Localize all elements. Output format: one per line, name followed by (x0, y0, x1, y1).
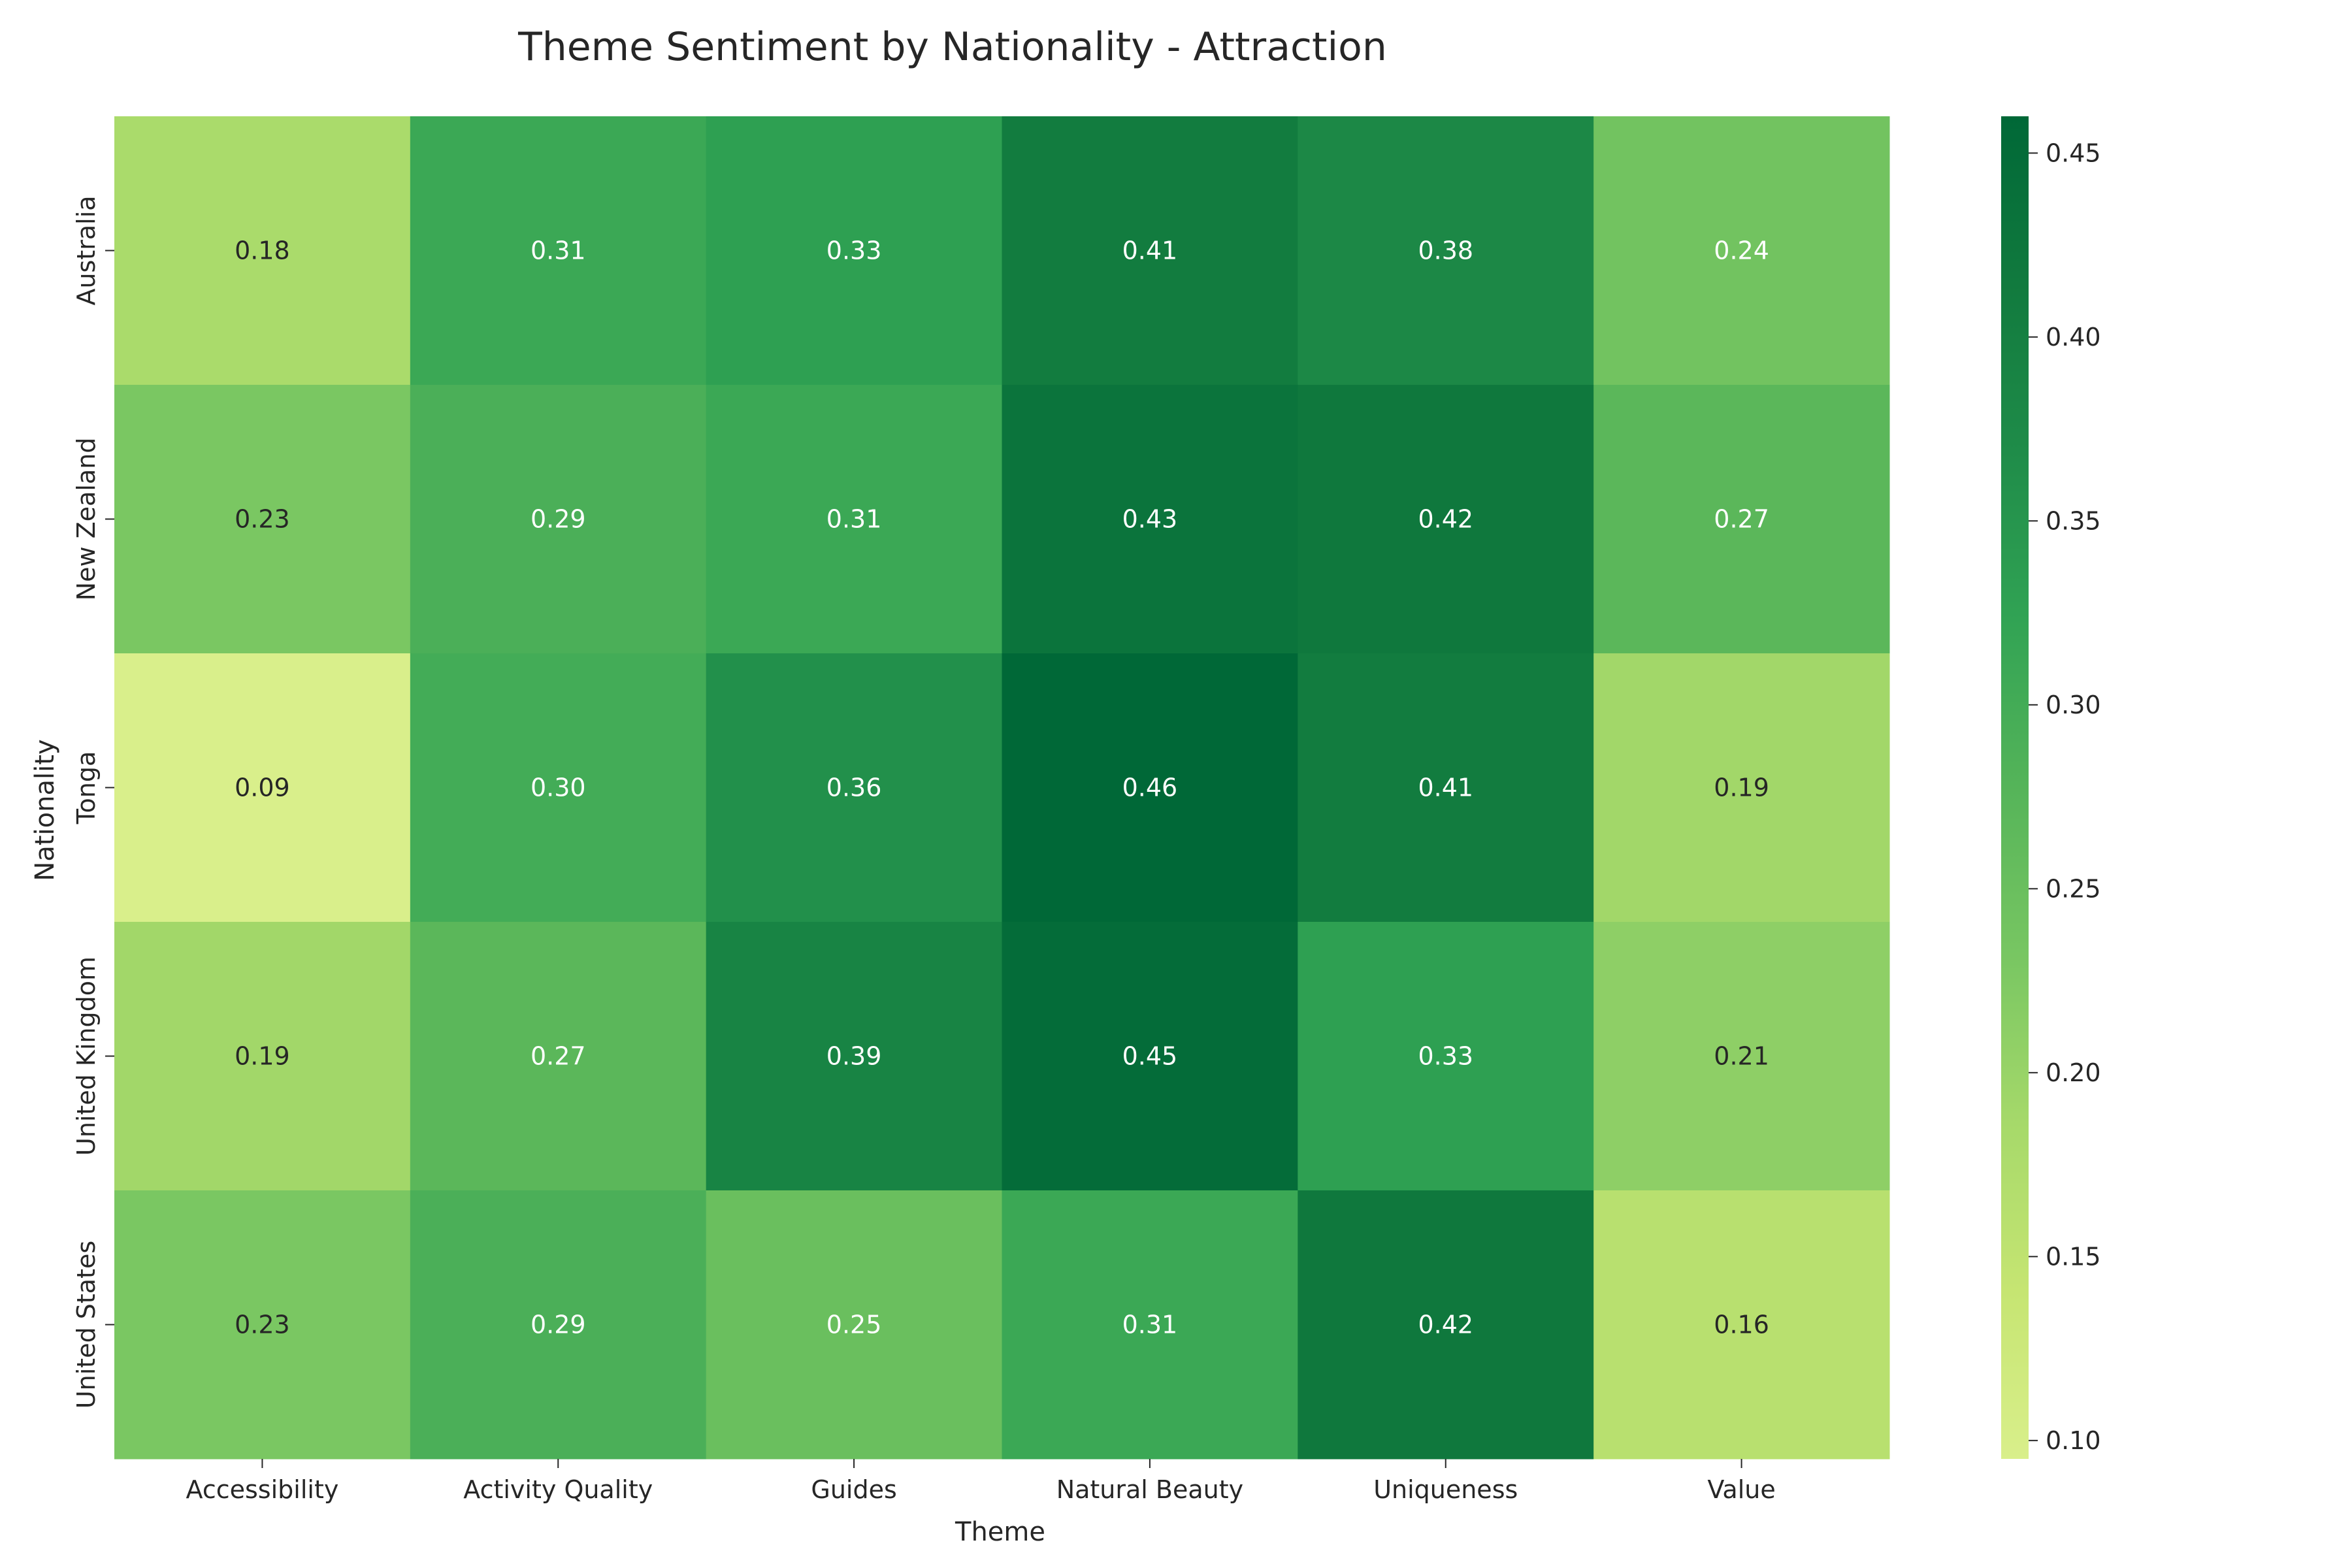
heatmap-cell (706, 1190, 1002, 1460)
heatmap-cell (1593, 385, 1890, 654)
heatmap-cell (114, 385, 411, 654)
heatmap-cell (1593, 922, 1890, 1191)
cell-value-label: 0.42 (1418, 505, 1473, 534)
cell-value-label: 0.21 (1714, 1042, 1769, 1071)
colorbar-tick-label: 0.40 (2046, 323, 2101, 351)
cell-value-label: 0.46 (1122, 774, 1178, 802)
heatmap-cell (1593, 653, 1890, 923)
cell-value-label: 0.45 (1122, 1042, 1178, 1071)
heatmap-cell (114, 922, 411, 1191)
heatmap-cell (114, 1190, 411, 1460)
cell-value-label: 0.30 (531, 774, 586, 802)
cell-value-label: 0.41 (1122, 237, 1178, 265)
heatmap-cell (1593, 116, 1890, 385)
cell-value-label: 0.39 (826, 1042, 882, 1071)
heatmap-cells: 0.18 0.31 0.33 0.41 0.38 0.24 0.23 0.29 0.31 0.43… (114, 116, 1890, 1460)
y-tick-label: Australia (72, 195, 101, 305)
x-axis-label: Theme (955, 1517, 1045, 1547)
heatmap-cell (1002, 116, 1298, 385)
heatmap-cell (1002, 653, 1298, 923)
cell-value-label: 0.31 (531, 237, 586, 265)
cell-value-label: 0.31 (1122, 1311, 1178, 1339)
cell-value-label: 0.29 (531, 505, 586, 534)
cell-value-label: 0.43 (1122, 505, 1178, 534)
chart-title: Theme Sentiment by Nationality - Attract… (517, 24, 1387, 70)
x-axis-ticks: Accessibility Activity Quality Guides Natur… (186, 1459, 1776, 1504)
colorbar-tick-label: 0.10 (2046, 1426, 2101, 1455)
x-tick-label: Value (1707, 1475, 1775, 1504)
y-tick-label: United States (72, 1241, 101, 1409)
y-tick-label: United Kingdom (72, 956, 101, 1156)
y-axis-ticks: Australia New Zealand Tonga United Kingdom U… (72, 195, 114, 1409)
heatmap-cell (1002, 1190, 1298, 1460)
heatmap-cell (1298, 1190, 1594, 1460)
heatmap-cell (1593, 1190, 1890, 1460)
cell-value-label: 0.19 (235, 1042, 290, 1071)
heatmap-cell (706, 653, 1002, 923)
heatmap-cell (410, 385, 707, 654)
x-tick-label: Guides (811, 1475, 896, 1504)
colorbar-tick-label: 0.45 (2046, 139, 2101, 167)
heatmap-cell (1002, 385, 1298, 654)
heatmap-cell (114, 116, 411, 385)
x-tick-label: Uniqueness (1373, 1475, 1518, 1504)
cell-value-label: 0.23 (235, 1311, 290, 1339)
cell-value-label: 0.33 (1418, 1042, 1473, 1071)
x-tick-label: Accessibility (186, 1475, 339, 1504)
colorbar-tick-label: 0.35 (2046, 506, 2101, 535)
y-axis-label: Nationality (30, 739, 60, 881)
heatmap-cell (1298, 385, 1594, 654)
heatmap-cell (706, 385, 1002, 654)
cell-value-label: 0.42 (1418, 1311, 1473, 1339)
colorbar-ticks: 0.10 0.15 0.20 0.25 0.30 0.35 0.40 0.45 (2029, 139, 2101, 1455)
heatmap-cell (410, 653, 707, 923)
colorbar-tick-label: 0.30 (2046, 691, 2101, 719)
heatmap-cell (410, 1190, 707, 1460)
cell-value-label: 0.29 (531, 1311, 586, 1339)
heatmap-cell (706, 116, 1002, 385)
cell-value-label: 0.25 (826, 1311, 882, 1339)
cell-value-label: 0.24 (1714, 237, 1769, 265)
cell-value-label: 0.33 (826, 237, 882, 265)
cell-value-label: 0.19 (1714, 774, 1769, 802)
colorbar (2001, 116, 2029, 1459)
x-tick-label: Activity Quality (463, 1475, 653, 1504)
heatmap-cell (1298, 922, 1594, 1191)
y-tick-label: New Zealand (72, 438, 101, 601)
x-tick-label: Natural Beauty (1056, 1475, 1243, 1504)
heatmap-cell (410, 116, 707, 385)
cell-value-label: 0.38 (1418, 237, 1473, 265)
heatmap-cell (410, 922, 707, 1191)
colorbar-tick-label: 0.25 (2046, 874, 2101, 903)
cell-value-label: 0.36 (826, 774, 882, 802)
cell-value-label: 0.27 (1714, 505, 1769, 534)
colorbar-tick-label: 0.20 (2046, 1058, 2101, 1087)
cell-value-label: 0.09 (235, 774, 290, 802)
cell-value-label: 0.16 (1714, 1311, 1769, 1339)
y-tick-label: Tonga (72, 751, 101, 825)
cell-value-label: 0.41 (1418, 774, 1473, 802)
cell-value-label: 0.27 (531, 1042, 586, 1071)
cell-value-label: 0.31 (826, 505, 882, 534)
heatmap-cell (1298, 116, 1594, 385)
cell-value-label: 0.18 (235, 237, 290, 265)
heatmap-cell (1298, 653, 1594, 923)
heatmap-cell (114, 653, 411, 923)
colorbar-tick-label: 0.15 (2046, 1242, 2101, 1271)
heatmap-cell (1002, 922, 1298, 1191)
heatmap-cell (706, 922, 1002, 1191)
cell-value-label: 0.23 (235, 505, 290, 534)
